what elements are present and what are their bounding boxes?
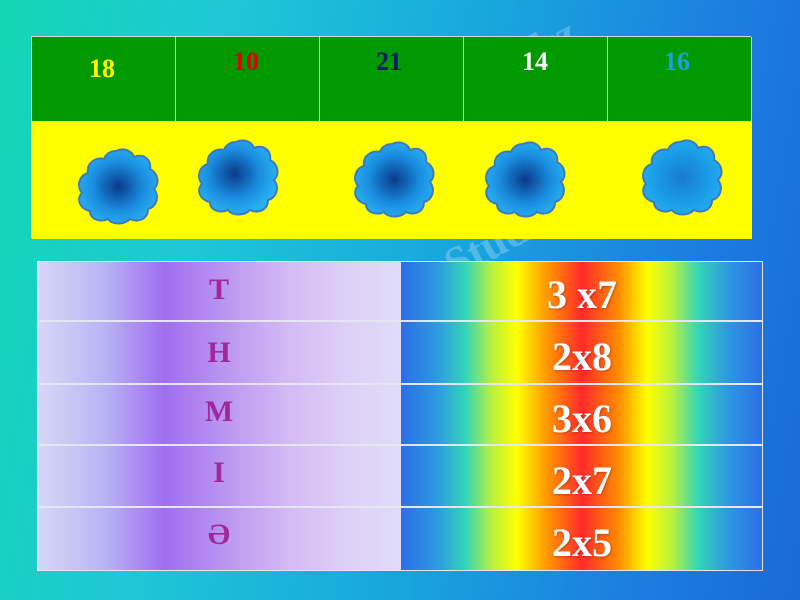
answer-table: Т Н М І Ә 3 x7 2x8 3x6 2x7 2x5 <box>37 261 763 571</box>
flower-icon <box>642 139 723 216</box>
number-3: 21 <box>376 47 402 76</box>
row-divider <box>37 444 763 446</box>
row-divider <box>37 383 763 385</box>
number-5: 16 <box>664 47 690 76</box>
expression-4[interactable]: 2x7 <box>552 458 612 503</box>
expression-column <box>401 261 763 571</box>
flower-icon <box>485 141 566 218</box>
flower-cell-4[interactable] <box>464 122 608 239</box>
number-cell-3[interactable]: 21 <box>320 37 464 122</box>
expression-5[interactable]: 2x5 <box>552 520 612 565</box>
flower-icon <box>78 148 159 225</box>
expression-3[interactable]: 3x6 <box>552 396 612 441</box>
flower-cell-3[interactable] <box>320 122 464 239</box>
letter-3[interactable]: М <box>204 395 234 428</box>
flower-cell-2[interactable] <box>176 122 320 239</box>
row-divider <box>37 506 763 508</box>
flower-icon <box>198 139 279 216</box>
expression-1[interactable]: 3 x7 <box>547 272 617 317</box>
number-cell-1[interactable]: 18 <box>32 37 176 122</box>
letter-column <box>37 261 401 571</box>
expression-2[interactable]: 2x8 <box>552 334 612 379</box>
number-4: 14 <box>522 47 548 76</box>
flower-icon <box>354 141 435 218</box>
number-1: 18 <box>89 54 115 83</box>
flower-cell-5[interactable] <box>608 122 752 239</box>
letter-5[interactable]: Ә <box>207 518 231 551</box>
letter-2[interactable]: Н <box>207 336 231 369</box>
number-cell-2[interactable]: 10 <box>176 37 320 122</box>
number-cell-4[interactable]: 14 <box>464 37 608 122</box>
letter-1[interactable]: Т <box>208 273 229 306</box>
row-divider <box>37 320 763 322</box>
number-grid: 18 10 21 14 16 <box>31 36 752 239</box>
flower-cell-1[interactable] <box>32 122 176 239</box>
number-2: 10 <box>233 47 259 76</box>
letter-4[interactable]: І <box>213 456 225 489</box>
number-cell-5[interactable]: 16 <box>608 37 752 122</box>
